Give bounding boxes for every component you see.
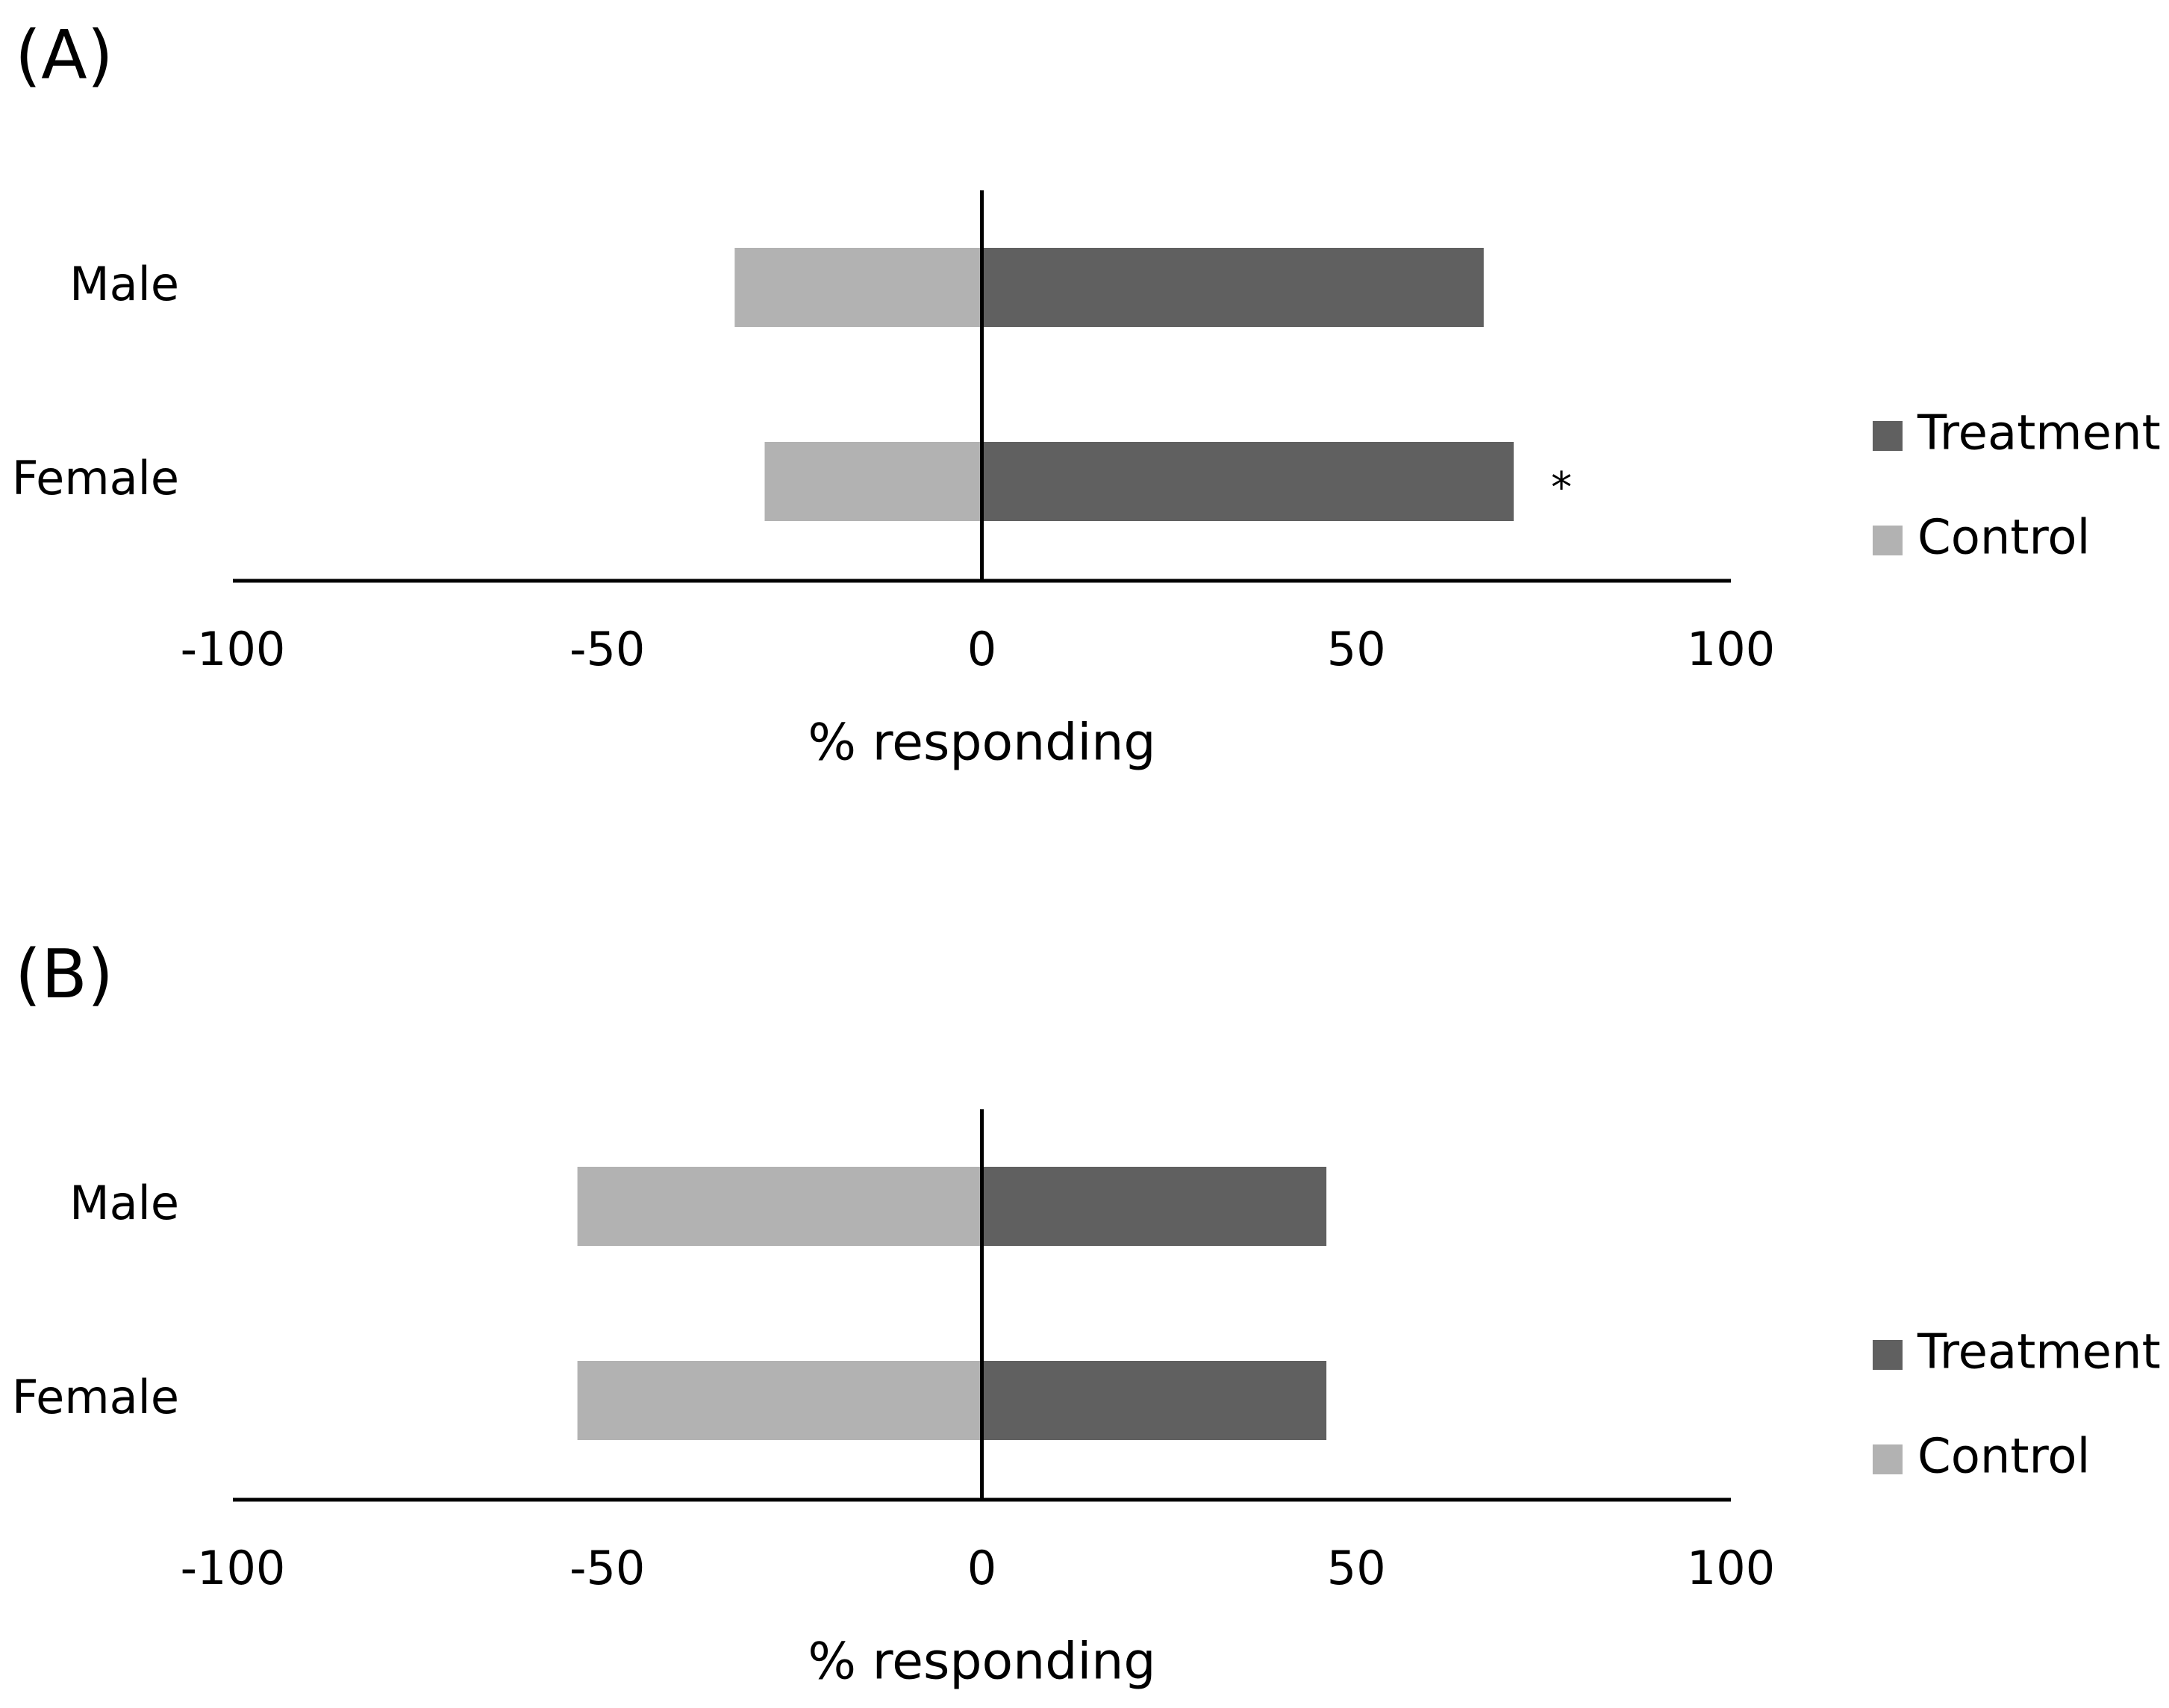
annotation: * [1551, 464, 1572, 512]
legend-swatch [1873, 421, 1903, 451]
panel-title: (B) [15, 935, 113, 1014]
x-tick-label: -50 [569, 622, 645, 676]
legend-swatch [1873, 526, 1903, 555]
bar [981, 1361, 1327, 1440]
bar [981, 1167, 1327, 1246]
bar [577, 1167, 982, 1246]
panel-title: (A) [15, 16, 113, 95]
x-axis-label: % responding [808, 714, 1155, 773]
x-tick-label: -100 [181, 622, 286, 676]
x-axis-label: % responding [808, 1633, 1155, 1692]
x-tick-label: 0 [967, 622, 996, 676]
x-tick-label: 100 [1687, 622, 1775, 676]
legend-label: Treatment [1917, 406, 2161, 461]
legend-label: Control [1917, 511, 2090, 566]
legend-label: Treatment [1917, 1325, 2161, 1380]
x-tick-label: 0 [967, 1541, 996, 1595]
y-tick-label: Male [69, 257, 179, 311]
x-tick-label: 100 [1687, 1541, 1775, 1595]
y-tick-label: Female [12, 1370, 179, 1424]
bar [764, 442, 982, 521]
bar [981, 248, 1484, 327]
y-tick-label: Female [12, 451, 179, 505]
bar [981, 442, 1514, 521]
legend-swatch [1873, 1444, 1903, 1474]
legend-swatch [1873, 1340, 1903, 1370]
y-tick-label: Male [69, 1176, 179, 1230]
x-tick-label: -50 [569, 1541, 645, 1595]
bar [577, 1361, 982, 1440]
legend-label: Control [1917, 1430, 2090, 1485]
x-tick-label: 50 [1327, 622, 1386, 676]
bar [734, 248, 982, 327]
x-tick-label: -100 [181, 1541, 286, 1595]
x-tick-label: 50 [1327, 1541, 1386, 1595]
